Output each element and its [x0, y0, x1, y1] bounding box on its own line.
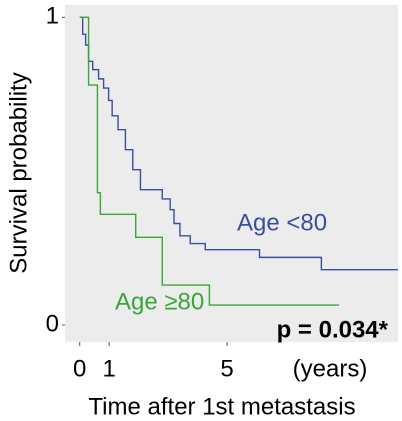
survival-line	[79, 16, 398, 271]
y-axis-label: Survival probability	[5, 72, 32, 273]
y-tick-label: 1	[46, 3, 59, 30]
x-unit-label: (years)	[293, 355, 368, 382]
x-tick-label: 0	[73, 355, 86, 382]
survival-line	[79, 16, 340, 306]
x-tick-label: 1	[103, 355, 116, 382]
y-tick-label: 0	[46, 310, 59, 337]
x-tick-label: 5	[220, 355, 233, 382]
series-label: Age ≥80	[115, 288, 204, 315]
p-value: p = 0.034*	[277, 316, 389, 343]
x-axis-label: Time after 1st metastasis	[88, 393, 355, 420]
plot-background	[65, 5, 398, 342]
series-label: Age <80	[237, 209, 327, 236]
